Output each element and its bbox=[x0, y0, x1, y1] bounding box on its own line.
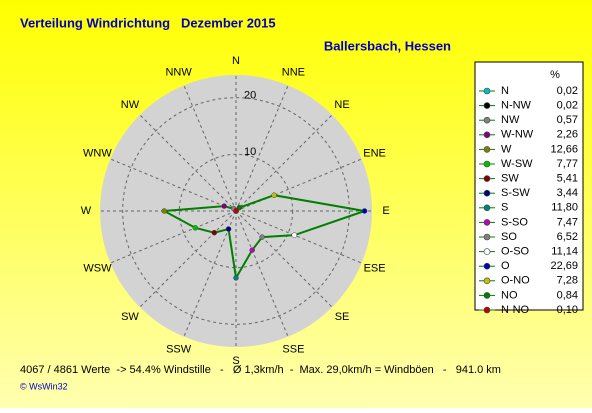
spoke bbox=[139, 210, 237, 308]
legend-label: S-SO bbox=[501, 216, 528, 228]
spoke bbox=[139, 114, 237, 212]
direction-label: NNE bbox=[282, 66, 305, 78]
data-point bbox=[211, 229, 218, 236]
legend-value: 22,69 bbox=[550, 260, 578, 272]
legend-value: 0,02 bbox=[557, 85, 578, 97]
legend-marker bbox=[483, 248, 491, 255]
direction-label: S bbox=[232, 355, 239, 367]
direction-label: E bbox=[382, 205, 389, 217]
data-point bbox=[233, 275, 239, 281]
legend-marker bbox=[483, 219, 491, 226]
location: Ballersbach, Hessen bbox=[324, 38, 451, 53]
direction-label: WNW bbox=[83, 148, 112, 160]
legend-value: 0,02 bbox=[557, 100, 578, 112]
direction-label: N bbox=[232, 55, 240, 67]
legend-value: 3,44 bbox=[557, 187, 578, 199]
spoke bbox=[235, 85, 289, 212]
legend-value: 11,14 bbox=[551, 246, 578, 258]
grid-circle bbox=[178, 153, 294, 269]
direction-label: SSW bbox=[166, 343, 192, 355]
legend-marker bbox=[483, 204, 491, 212]
legend-marker bbox=[483, 277, 491, 285]
data-point bbox=[271, 192, 277, 198]
legend-label: W-NW bbox=[501, 129, 534, 141]
legend-value: 7,28 bbox=[557, 275, 578, 287]
direction-label: ESE bbox=[364, 262, 386, 274]
legend-label: O-NO bbox=[501, 275, 530, 287]
legend-value: 0,84 bbox=[557, 289, 578, 301]
direction-label: SE bbox=[335, 311, 350, 323]
direction-label: WSW bbox=[83, 262, 112, 274]
legend-marker bbox=[483, 262, 491, 270]
legend-marker bbox=[483, 189, 491, 197]
spoke bbox=[235, 114, 333, 212]
grid-circle bbox=[122, 97, 350, 325]
legend-value: 2,26 bbox=[557, 129, 578, 141]
spoke bbox=[235, 158, 362, 212]
legend-marker bbox=[483, 87, 491, 95]
legend-label: S bbox=[501, 202, 508, 214]
spoke bbox=[235, 210, 289, 337]
legend-value: 7,77 bbox=[557, 158, 578, 170]
data-point bbox=[161, 208, 168, 214]
direction-label: NE bbox=[334, 99, 349, 111]
legend-value: 7,47 bbox=[557, 216, 578, 228]
legend-marker bbox=[483, 292, 491, 299]
legend-label: NO bbox=[501, 289, 518, 301]
data-point bbox=[361, 208, 368, 214]
legend-label: N bbox=[501, 85, 509, 97]
data-point bbox=[291, 232, 298, 238]
legend-label: N-NO bbox=[501, 304, 530, 316]
legend-value: 0,10 bbox=[557, 304, 578, 316]
legend-value: 11,80 bbox=[551, 202, 578, 214]
legend-marker bbox=[483, 116, 491, 124]
direction-label: SW bbox=[121, 311, 139, 323]
spoke bbox=[110, 158, 237, 212]
legend-marker bbox=[483, 233, 491, 241]
direction-label: NNW bbox=[165, 66, 192, 78]
legend-label: W bbox=[501, 143, 512, 155]
legend-marker bbox=[483, 146, 491, 153]
legend-label: NW bbox=[501, 114, 520, 126]
spoke bbox=[183, 85, 237, 212]
legend-label: O bbox=[501, 260, 510, 272]
data-point bbox=[249, 247, 255, 253]
legend-label: W-SW bbox=[501, 158, 533, 170]
legend-label: S-SW bbox=[501, 187, 530, 199]
legend-value: 6,52 bbox=[557, 231, 578, 243]
data-point bbox=[233, 207, 239, 214]
data-point bbox=[221, 203, 227, 209]
legend-value: 12,66 bbox=[550, 143, 578, 155]
legend-value: 0,57 bbox=[557, 114, 578, 126]
legend-label: SW bbox=[501, 173, 519, 185]
direction-label: W bbox=[81, 205, 92, 217]
direction-label: ENE bbox=[363, 148, 386, 160]
spoke bbox=[235, 210, 333, 308]
legend-marker bbox=[483, 131, 491, 139]
footer-stats: 4067 / 4861 Werte -> 54.4% Windstille - … bbox=[20, 364, 501, 376]
direction-label: SSE bbox=[282, 343, 304, 355]
legend-value: 5,41 bbox=[557, 173, 578, 185]
legend-label: SO bbox=[501, 231, 517, 243]
spoke bbox=[183, 210, 237, 337]
legend-marker bbox=[483, 175, 491, 182]
legend-marker bbox=[483, 160, 491, 168]
legend-label: O-SO bbox=[501, 246, 530, 258]
footer-credit: © WsWin32 bbox=[20, 381, 68, 391]
spoke bbox=[235, 210, 362, 264]
legend-title: % bbox=[550, 69, 560, 81]
data-point bbox=[259, 234, 265, 240]
legend-marker bbox=[483, 102, 491, 109]
spoke bbox=[110, 210, 237, 264]
r-tick-label: 20 bbox=[244, 90, 256, 102]
data-point bbox=[225, 226, 232, 232]
title: Verteilung Windrichtung Dezember 2015 bbox=[20, 15, 276, 30]
r-tick-label: 10 bbox=[244, 146, 256, 158]
direction-label: NW bbox=[121, 99, 140, 111]
legend-marker bbox=[483, 306, 491, 314]
data-point bbox=[192, 225, 199, 231]
legend-label: N-NW bbox=[501, 100, 532, 112]
legend-box bbox=[474, 61, 584, 311]
